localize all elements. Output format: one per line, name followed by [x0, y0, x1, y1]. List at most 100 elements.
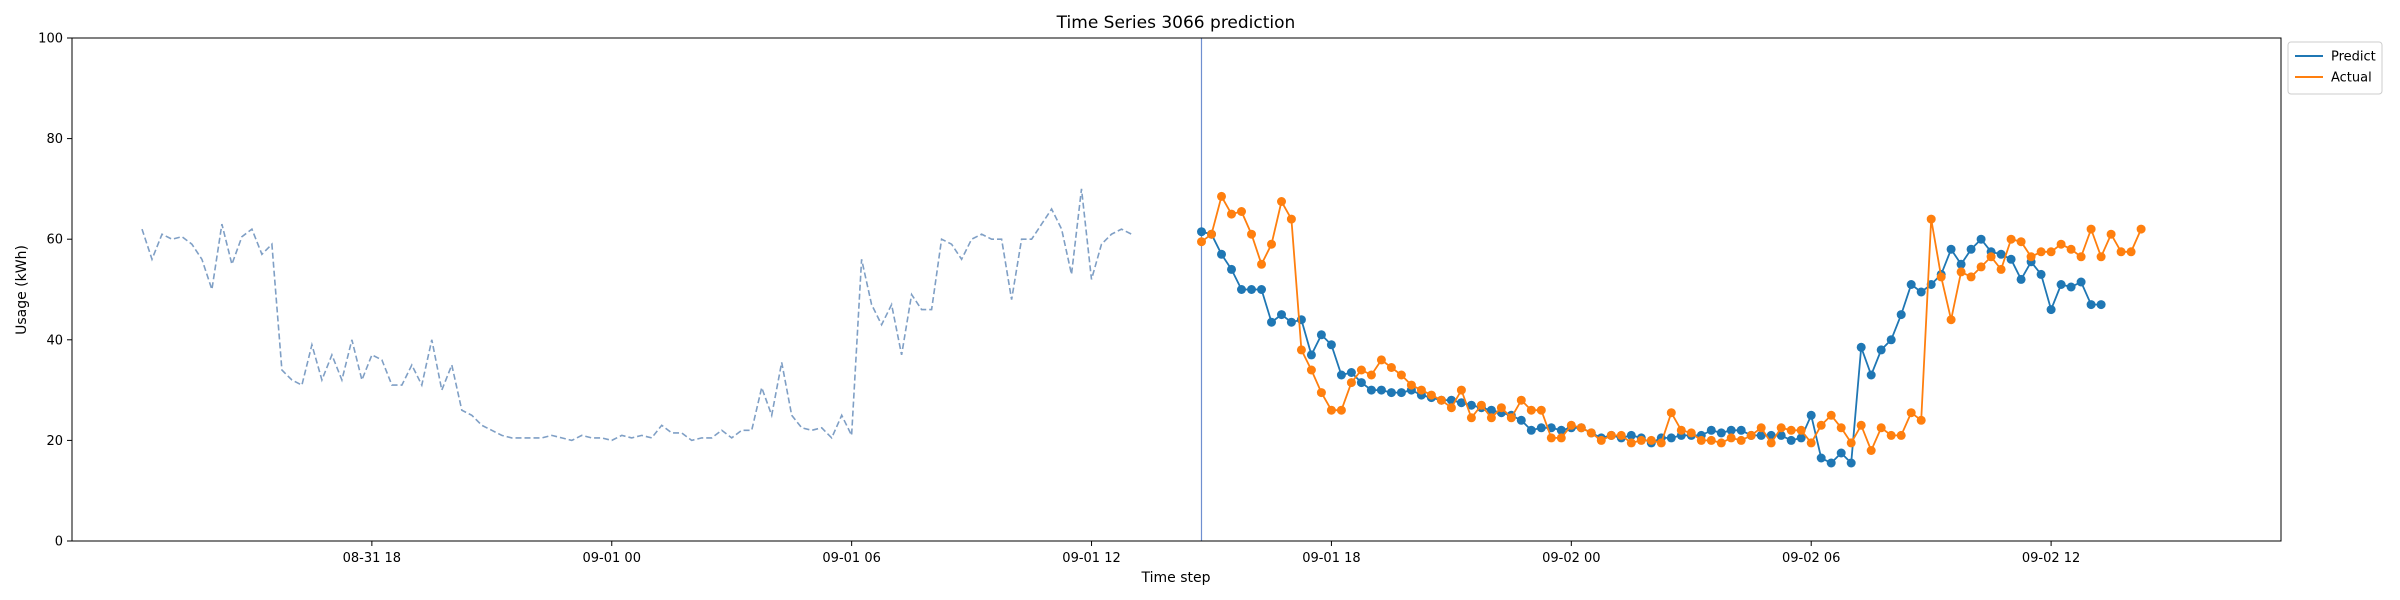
x-tick-label: 09-01 12 [1062, 551, 1120, 566]
data-point-actual [1906, 408, 1916, 418]
data-point-actual [2016, 237, 2026, 247]
data-point-predict [1786, 435, 1796, 445]
data-point-predict [1466, 400, 1476, 410]
data-point-predict [1896, 310, 1906, 320]
data-point-actual [1446, 403, 1456, 413]
data-point-actual [1946, 315, 1956, 325]
data-point-predict [1197, 227, 1206, 237]
data-point-predict [2006, 254, 2016, 264]
data-point-actual [1956, 267, 1966, 277]
data-point-actual [2066, 244, 2076, 254]
data-point-actual [2076, 252, 2086, 262]
data-point-actual [1217, 191, 1226, 201]
data-point-actual [1386, 363, 1396, 372]
data-point-predict [1257, 285, 1266, 294]
data-point-actual [1766, 438, 1776, 448]
data-point-actual [1846, 438, 1856, 448]
data-point-actual [2036, 247, 2046, 257]
series-line-predict [1201, 230, 2102, 466]
data-point-predict [1376, 385, 1386, 395]
data-point-predict [2066, 282, 2076, 292]
data-point-actual [1556, 433, 1566, 443]
chart-title: Time Series 3066 prediction [1056, 13, 1296, 33]
data-point-actual [1966, 272, 1976, 282]
data-point-actual [1247, 229, 1256, 239]
data-point-actual [1616, 430, 1626, 440]
data-point-predict [1456, 398, 1466, 408]
data-point-actual [1686, 428, 1696, 438]
data-point-actual [1596, 435, 1606, 445]
data-point-actual [1456, 385, 1466, 395]
data-point-predict [1526, 425, 1536, 435]
data-point-predict [2056, 280, 2066, 289]
data-point-predict [1816, 453, 1826, 463]
data-point-actual [1756, 423, 1766, 433]
y-tick-label: 0 [55, 535, 63, 550]
data-point-actual [2096, 252, 2106, 262]
data-point-actual [1197, 237, 1206, 247]
data-point-actual [1536, 405, 1546, 415]
data-point-actual [1277, 197, 1286, 206]
data-point-actual [1436, 395, 1446, 405]
data-point-actual [1336, 405, 1346, 415]
data-point-predict [1846, 458, 1856, 468]
x-tick-label: 09-01 06 [822, 551, 880, 566]
data-point-predict [1247, 285, 1256, 294]
data-point-predict [1277, 310, 1286, 320]
x-tick-label: 09-01 00 [583, 551, 641, 566]
legend-label-predict: Predict [2331, 50, 2376, 65]
data-point-actual [1816, 420, 1826, 430]
data-point-predict [1806, 410, 1816, 420]
data-point-predict [1956, 259, 1966, 269]
y-tick-label: 60 [46, 233, 63, 248]
data-point-actual [1836, 423, 1846, 433]
data-point-actual [1267, 239, 1276, 249]
legend: Predict Actual [2287, 41, 2383, 95]
data-point-predict [1766, 430, 1776, 440]
data-point-actual [1696, 435, 1706, 445]
data-point-actual [1476, 400, 1486, 410]
data-point-actual [1996, 264, 2006, 274]
data-point-actual [1866, 446, 1876, 455]
plot-area [141, 38, 2146, 541]
data-point-predict [1227, 264, 1236, 274]
data-point-actual [2006, 234, 2016, 244]
x-axis-label: Time step [1141, 570, 1211, 586]
data-point-actual [1576, 423, 1586, 433]
x-tick-label: 09-02 00 [1542, 551, 1600, 566]
data-point-actual [1896, 430, 1906, 440]
data-point-actual [1496, 403, 1506, 413]
data-point-predict [1316, 330, 1326, 340]
data-point-actual [1326, 405, 1336, 415]
data-point-predict [1556, 425, 1566, 435]
data-point-actual [2106, 229, 2116, 239]
data-point-actual [1736, 435, 1746, 445]
data-point-predict [1217, 249, 1226, 259]
data-point-actual [1227, 209, 1236, 219]
y-tick-label: 40 [46, 333, 63, 348]
data-point-predict [1996, 249, 2006, 259]
data-point-actual [1806, 438, 1816, 448]
data-point-actual [1466, 413, 1476, 423]
data-point-predict [1486, 405, 1496, 415]
data-point-actual [1316, 388, 1326, 398]
y-axis-label: Usage (kWh) [14, 245, 30, 335]
x-tick-label: 09-02 06 [1782, 551, 1840, 566]
data-point-actual [2056, 239, 2066, 249]
data-point-actual [1486, 413, 1496, 423]
data-point-actual [2086, 224, 2096, 234]
data-point-predict [1756, 430, 1766, 440]
data-point-predict [1826, 458, 1836, 468]
data-point-actual [1207, 229, 1216, 239]
data-point-actual [1876, 423, 1886, 433]
data-point-actual [1516, 395, 1526, 405]
data-point-actual [1346, 378, 1356, 388]
data-point-predict [1516, 415, 1526, 425]
data-point-actual [1237, 207, 1246, 216]
data-point-actual [1396, 370, 1406, 380]
data-point-actual [1356, 365, 1366, 375]
data-point-predict [1267, 317, 1276, 327]
data-point-predict [1906, 280, 1916, 289]
data-point-actual [1706, 435, 1716, 445]
data-point-actual [2136, 224, 2146, 234]
